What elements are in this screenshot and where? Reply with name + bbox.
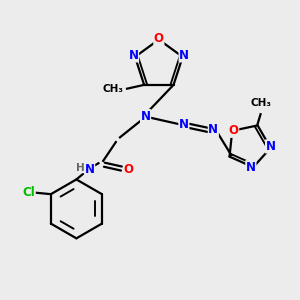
Text: O: O — [124, 163, 134, 176]
Text: CH₃: CH₃ — [250, 98, 271, 108]
Text: CH₃: CH₃ — [103, 84, 124, 94]
Text: N: N — [85, 163, 94, 176]
Text: H: H — [76, 163, 85, 173]
Text: N: N — [246, 161, 256, 174]
Text: N: N — [208, 124, 218, 136]
Text: Cl: Cl — [22, 186, 35, 199]
Text: N: N — [266, 140, 276, 153]
Text: N: N — [179, 118, 189, 131]
Text: N: N — [141, 110, 151, 123]
Text: N: N — [179, 49, 189, 62]
Text: O: O — [229, 124, 239, 137]
Text: N: N — [129, 49, 139, 62]
Text: O: O — [154, 32, 164, 45]
